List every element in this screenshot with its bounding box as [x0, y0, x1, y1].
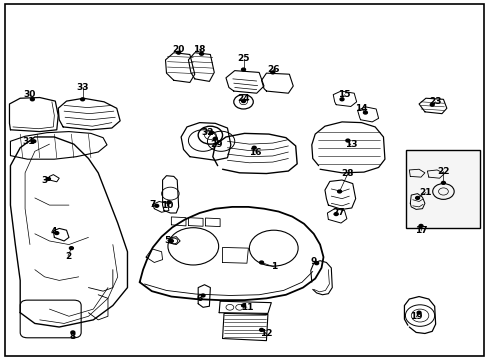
Text: 21: 21: [419, 188, 431, 197]
FancyBboxPatch shape: [20, 300, 81, 338]
Circle shape: [169, 239, 173, 242]
Text: 8: 8: [70, 332, 76, 341]
Circle shape: [241, 304, 245, 307]
Circle shape: [429, 103, 433, 106]
Circle shape: [81, 98, 84, 101]
Circle shape: [337, 190, 341, 193]
Circle shape: [363, 111, 366, 114]
Bar: [406, 149, 479, 228]
Text: 30: 30: [24, 90, 36, 99]
Circle shape: [69, 247, 73, 249]
Text: 7: 7: [149, 200, 156, 209]
Circle shape: [199, 52, 203, 55]
Circle shape: [415, 197, 419, 199]
Text: 11: 11: [240, 303, 253, 312]
Circle shape: [166, 201, 170, 204]
Circle shape: [252, 146, 256, 149]
Text: 13: 13: [344, 140, 356, 149]
Circle shape: [418, 225, 422, 227]
Text: 22: 22: [436, 167, 449, 176]
Circle shape: [259, 328, 263, 331]
Circle shape: [55, 231, 59, 234]
Text: 28: 28: [341, 169, 353, 178]
Text: 20: 20: [172, 45, 184, 54]
Text: 23: 23: [428, 97, 441, 106]
Circle shape: [333, 213, 337, 216]
Circle shape: [441, 181, 445, 184]
Text: 5: 5: [164, 236, 170, 245]
Text: 26: 26: [267, 65, 280, 74]
Circle shape: [71, 331, 75, 334]
Circle shape: [259, 261, 263, 264]
Circle shape: [155, 204, 158, 207]
Text: 10: 10: [161, 201, 173, 210]
Text: 3: 3: [41, 176, 48, 185]
Text: 14: 14: [354, 104, 367, 113]
Text: 16: 16: [248, 148, 261, 157]
Text: 27: 27: [331, 208, 344, 217]
Circle shape: [201, 294, 204, 297]
Text: 15: 15: [338, 90, 350, 99]
Text: 24: 24: [237, 94, 249, 103]
Text: 33: 33: [76, 83, 89, 92]
Circle shape: [241, 68, 245, 71]
Text: 31: 31: [22, 137, 35, 146]
Circle shape: [270, 71, 274, 74]
Text: 2: 2: [65, 252, 71, 261]
Text: 29: 29: [209, 140, 222, 149]
Text: 17: 17: [414, 226, 427, 235]
Text: 32: 32: [201, 128, 214, 137]
Circle shape: [241, 100, 245, 103]
Circle shape: [314, 262, 318, 265]
Circle shape: [30, 98, 34, 101]
Circle shape: [213, 137, 217, 140]
Text: 6: 6: [196, 294, 203, 303]
Circle shape: [339, 98, 343, 101]
Circle shape: [176, 51, 180, 54]
Text: 4: 4: [50, 228, 57, 237]
Text: 12: 12: [260, 329, 272, 338]
Text: 18: 18: [193, 45, 205, 54]
Circle shape: [345, 139, 349, 142]
Text: 1: 1: [270, 262, 276, 271]
Circle shape: [32, 140, 36, 143]
Circle shape: [416, 311, 420, 314]
Circle shape: [209, 131, 213, 134]
Circle shape: [46, 177, 50, 180]
Text: 9: 9: [310, 257, 316, 266]
Text: 25: 25: [237, 54, 249, 63]
Text: 19: 19: [409, 312, 422, 321]
